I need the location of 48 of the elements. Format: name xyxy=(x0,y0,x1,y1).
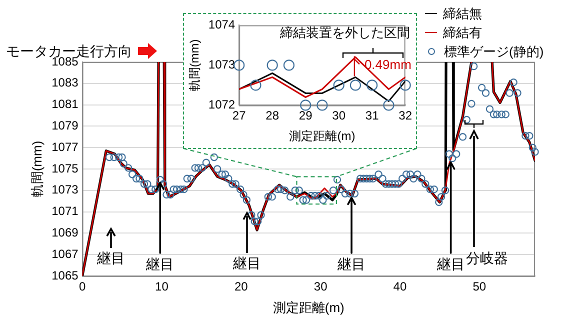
y-tick-label: 1079 xyxy=(52,118,79,133)
y-tick-label: 1075 xyxy=(52,161,79,176)
point xyxy=(300,100,312,111)
annotation: 継目 xyxy=(436,256,465,272)
legend-label: 締結有 xyxy=(443,24,482,42)
y-tick-label: 1081 xyxy=(52,97,79,112)
y-tick-label: 1071 xyxy=(52,204,79,218)
x-tick-label: 40 xyxy=(393,280,407,294)
y-tick-label: 1074 xyxy=(208,18,236,32)
point xyxy=(283,60,295,71)
point xyxy=(366,80,378,91)
y-tick-label: 1065 xyxy=(52,268,79,282)
point xyxy=(350,80,362,91)
legend-label: 標準ゲージ(静的) xyxy=(444,43,544,61)
point xyxy=(316,100,328,111)
point xyxy=(383,100,394,111)
annotation: 継目 xyxy=(97,250,125,266)
x-tick-label: 30 xyxy=(314,280,328,294)
x-tick-label: 20 xyxy=(234,280,248,294)
x-axis-title: 測定距離(m) xyxy=(289,129,356,144)
annotation: 締結装置を外した区間 xyxy=(280,25,410,40)
y-tick-label: 1073 xyxy=(52,182,79,197)
point xyxy=(250,80,262,91)
y-axis-title: 軌間(mm) xyxy=(188,39,202,92)
x-tick-label: 29 xyxy=(298,108,313,123)
annotation: 継目 xyxy=(145,256,174,272)
x-tick-label: 10 xyxy=(155,280,169,294)
x-tick-label: 30 xyxy=(332,108,346,123)
annotation: 分岐器 xyxy=(466,250,508,266)
point xyxy=(333,80,344,91)
annotation: 継目 xyxy=(233,255,261,271)
annotation: 0.49mm xyxy=(364,56,412,72)
x-tick-label: 31 xyxy=(365,108,380,123)
y-axis-title: 軌間(mm) xyxy=(29,140,44,198)
point xyxy=(400,80,411,91)
x-axis-title: 測定距離(m) xyxy=(272,300,344,315)
y-tick-label: 1083 xyxy=(52,76,79,90)
legend-label: 締結無 xyxy=(443,5,482,23)
annotation: 継目 xyxy=(336,256,366,272)
y-tick-label: 1077 xyxy=(52,140,79,154)
x-tick-label: 50 xyxy=(472,280,486,294)
y-tick-label: 1067 xyxy=(52,246,79,261)
x-tick-label: 32 xyxy=(398,108,412,123)
x-tick-label: 0 xyxy=(78,280,86,294)
y-tick-label: 1069 xyxy=(52,226,79,240)
point xyxy=(234,60,245,71)
x-tick-label: 28 xyxy=(266,108,280,123)
point xyxy=(266,60,278,71)
